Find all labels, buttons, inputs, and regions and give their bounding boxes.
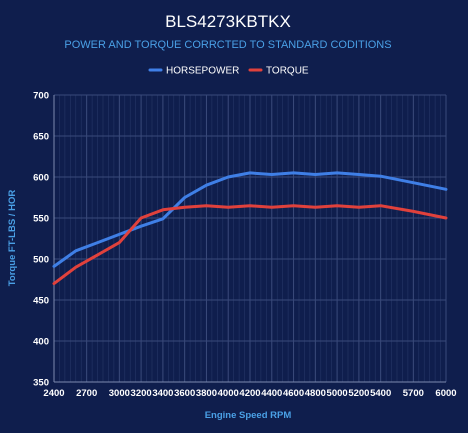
y-tick-label: 450 xyxy=(33,296,49,307)
x-tick-label: 5400 xyxy=(370,388,391,399)
x-tick-label: 3000 xyxy=(109,388,130,399)
y-tick-label: 500 xyxy=(33,255,49,266)
chart-subtitle: POWER AND TORQUE CORRCTED TO STANDARD CO… xyxy=(64,39,391,51)
x-tick-label: 3800 xyxy=(196,388,217,399)
legend: HORSEPOWER TORQUE xyxy=(148,66,309,77)
series-line-torque xyxy=(52,204,448,286)
series-lines xyxy=(52,171,448,286)
x-axis-label: Engine Speed RPM xyxy=(205,410,292,421)
x-tick-label: 3200 xyxy=(131,388,152,399)
x-tick-label: 5000 xyxy=(327,388,348,399)
y-tick-label: 600 xyxy=(33,173,49,184)
x-tick-label: 2700 xyxy=(76,388,97,399)
x-tick-label: 5200 xyxy=(348,388,369,399)
legend-label-horsepower: HORSEPOWER xyxy=(166,66,239,77)
x-tick-label: 3400 xyxy=(152,388,173,399)
x-tick-label: 6000 xyxy=(435,388,456,399)
x-tick-label: 4800 xyxy=(305,388,326,399)
x-tick-label: 4200 xyxy=(239,388,260,399)
x-tick-label: 4000 xyxy=(218,388,239,399)
legend-label-torque: TORQUE xyxy=(266,66,309,77)
ticks: 350 400 450 500 550 600 650 700 2400 2700 3000 3200… xyxy=(33,91,456,400)
x-tick-label: 5700 xyxy=(403,388,424,399)
y-tick-label: 550 xyxy=(33,214,49,225)
y-tick-label: 350 xyxy=(33,378,49,389)
chart-title: BLS4273KBTKX xyxy=(165,12,291,31)
grid xyxy=(53,94,447,383)
x-tick-label: 4600 xyxy=(283,388,304,399)
x-tick-label: 3600 xyxy=(174,388,195,399)
y-tick-label: 700 xyxy=(33,91,49,102)
axes xyxy=(53,95,446,383)
x-tick-label: 4400 xyxy=(261,388,282,399)
x-tick-label: 2400 xyxy=(43,388,64,399)
series-line-horsepower xyxy=(52,171,448,268)
y-tick-label: 400 xyxy=(33,337,49,348)
y-axis-label: Torque FT-LBS / HOR xyxy=(7,190,18,287)
y-tick-label: 650 xyxy=(33,132,49,143)
